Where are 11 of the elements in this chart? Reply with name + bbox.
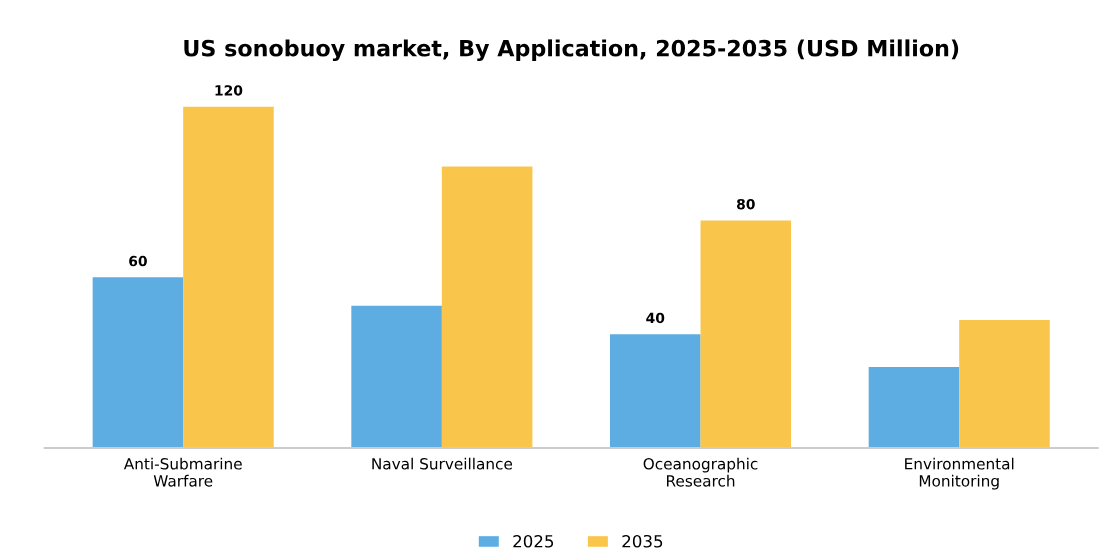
legend-label: 2035 xyxy=(622,534,663,548)
bar xyxy=(92,277,184,448)
bar xyxy=(441,166,533,448)
bar xyxy=(868,366,960,448)
bar xyxy=(183,106,274,448)
legend-label: 2025 xyxy=(513,534,554,548)
bar xyxy=(351,305,442,448)
bar xyxy=(700,220,792,448)
bar xyxy=(610,334,701,448)
chart-title: US sonobuoy market, By Application, 2025-2035 (USD Million) xyxy=(184,39,959,62)
bar xyxy=(959,320,1050,448)
